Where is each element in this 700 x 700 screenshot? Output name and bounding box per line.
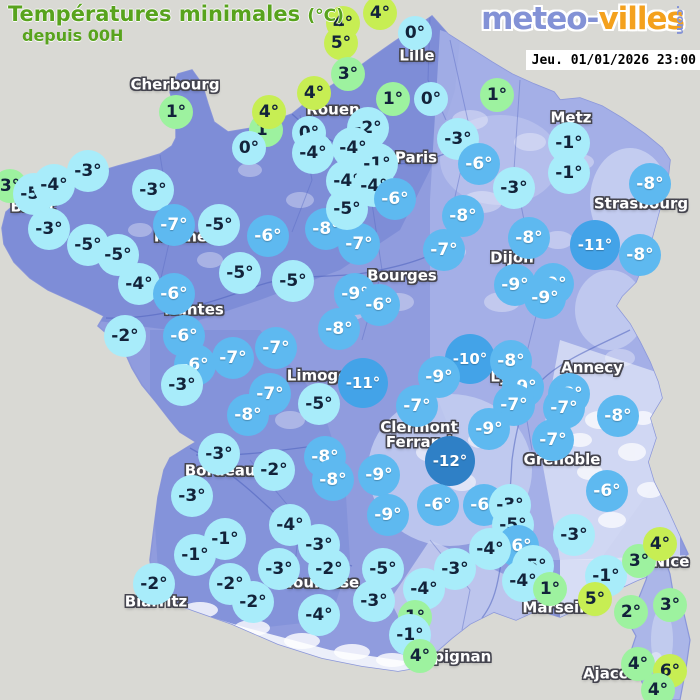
temp-bubble: -7° (532, 419, 574, 461)
temp-bubble: -3° (553, 514, 595, 556)
temp-bubble: -11° (338, 358, 388, 408)
temp-bubble: 0° (232, 131, 266, 165)
page-title: Températures minimales (°C) (8, 2, 344, 26)
temp-bubble: -8° (227, 394, 269, 436)
temp-bubble: -5° (272, 260, 314, 302)
temp-bubble: -6° (358, 284, 400, 326)
temp-bubble: -3° (258, 548, 300, 590)
temp-bubble: -8° (597, 395, 639, 437)
temp-bubble: -6° (586, 470, 628, 512)
timestamp-badge: Jeu. 01/01/2026 23:00 (525, 50, 700, 70)
city-label-lille: Lille (399, 46, 435, 65)
temp-bubble: -11° (570, 220, 620, 270)
temp-bubble: -7° (423, 229, 465, 271)
temp-bubble: -7° (153, 204, 195, 246)
temp-bubble: 4° (641, 673, 675, 700)
logo-part-meteo: meteo- (481, 1, 599, 37)
city-label-metz: Metz (550, 108, 592, 127)
temp-bubble: 2° (614, 595, 648, 629)
temp-bubble: -2° (133, 563, 175, 605)
temp-bubble: 4° (252, 95, 286, 129)
temp-bubble: -3° (67, 150, 109, 192)
temp-bubble: -3° (493, 167, 535, 209)
logo-part-villes: villes (598, 1, 685, 37)
temp-bubble: 3° (653, 588, 687, 622)
temp-bubble: -7° (255, 327, 297, 369)
city-label-paris: Paris (394, 148, 438, 167)
temp-bubble: 0° (414, 82, 448, 116)
temp-bubble: -6° (247, 215, 289, 257)
temp-bubble: -8° (508, 217, 550, 259)
city-label-bourges: Bourges (367, 266, 437, 285)
temp-bubble: 0° (398, 16, 432, 50)
temp-bubble: 4° (297, 76, 331, 110)
temp-bubble: -8° (619, 234, 661, 276)
temp-bubble: -3° (171, 475, 213, 517)
page-subtitle: depuis 00H (22, 26, 124, 45)
temp-bubble: -8° (318, 308, 360, 350)
title-text: Températures minimales (8, 2, 301, 26)
temp-bubble: 4° (403, 639, 437, 673)
city-label-strasbourg: Strasbourg (593, 194, 689, 213)
temp-bubble: -9° (367, 494, 409, 536)
temp-bubble: -4° (269, 504, 311, 546)
temp-bubble: -3° (353, 580, 395, 622)
temp-bubble: -5° (326, 188, 368, 230)
temp-bubble: -1° (548, 152, 590, 194)
temp-bubble: -7° (396, 385, 438, 427)
temp-bubble: -5° (219, 252, 261, 294)
temp-bubble: -9° (418, 356, 460, 398)
temp-bubble: -7° (212, 337, 254, 379)
temp-bubble: 1° (376, 82, 410, 116)
temp-bubble: -8° (629, 163, 671, 205)
temp-bubble: -2° (253, 449, 295, 491)
temp-bubble: -2° (308, 548, 350, 590)
temp-bubble: -5° (97, 234, 139, 276)
temp-bubble: -5° (198, 204, 240, 246)
temp-bubble: 4° (363, 0, 397, 30)
temp-bubble: -6° (374, 178, 416, 220)
temp-bubble: -3° (198, 433, 240, 475)
temp-bubble: -4° (298, 594, 340, 636)
temp-bubble: -8° (490, 340, 532, 382)
temp-bubble: -4° (469, 528, 511, 570)
temp-bubble: -4° (292, 132, 334, 174)
temp-bubble: 1° (533, 572, 567, 606)
temp-bubble: 1° (159, 95, 193, 129)
temp-bubble: -3° (434, 548, 476, 590)
city-label-cherbourg: Cherbourg (130, 75, 220, 94)
temp-bubble: -1° (174, 534, 216, 576)
temp-bubble: -2° (232, 581, 274, 623)
temp-bubble: -7° (493, 384, 535, 426)
temp-bubble: 1° (480, 78, 514, 112)
temp-bubble: -6° (417, 484, 459, 526)
temp-bubble: 3° (622, 544, 656, 578)
meteo-villes-logo[interactable]: meteo-villes .com (481, 1, 687, 37)
temp-bubble: -12° (425, 436, 475, 486)
city-label-annecy: Annecy (561, 358, 623, 377)
title-unit: (°C) (307, 6, 344, 26)
temp-bubble: -8° (312, 459, 354, 501)
temp-bubble: -9° (358, 454, 400, 496)
logo-tld: .com (674, 5, 687, 35)
temp-bubble: -9° (468, 408, 510, 450)
temp-bubble: 5° (578, 582, 612, 616)
temp-bubble: 4° (643, 527, 677, 561)
temp-bubble: 3° (331, 57, 365, 91)
temp-bubble: -6° (153, 273, 195, 315)
temp-bubble: -3° (161, 364, 203, 406)
temp-bubble: -9° (524, 277, 566, 319)
temp-bubble: -6° (458, 143, 500, 185)
temp-bubble: -5° (298, 383, 340, 425)
temp-bubble: 5° (324, 26, 358, 60)
temp-bubble: -3° (28, 208, 70, 250)
temp-bubble: -2° (104, 315, 146, 357)
temp-bubble: -4° (118, 263, 160, 305)
